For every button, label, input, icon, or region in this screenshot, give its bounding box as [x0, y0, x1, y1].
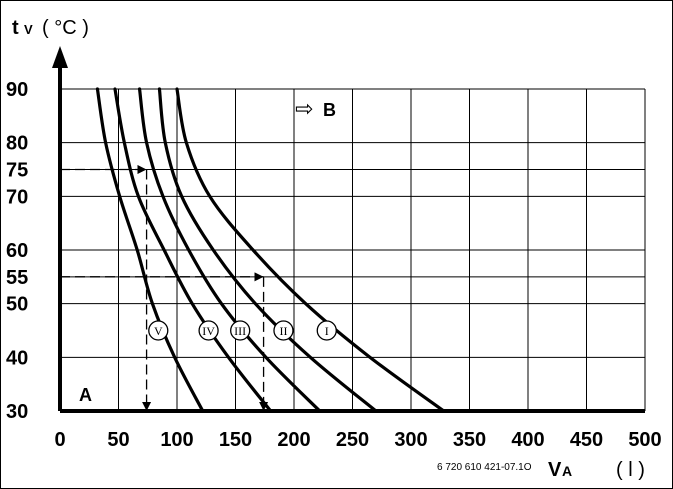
curve-label-III: III [234, 324, 246, 338]
x-tick-label-500: 500 [628, 429, 661, 451]
x-tick-label-50: 50 [107, 429, 129, 451]
curve-label-I: I [325, 324, 329, 338]
x-tick-label-100: 100 [160, 429, 193, 451]
x-tick-label-200: 200 [277, 429, 310, 451]
x-tick-label-300: 300 [394, 429, 427, 451]
x-axis-label: V [548, 459, 562, 481]
y-tick-label-30: 30 [6, 401, 28, 423]
x-axis-label-sub: A [562, 463, 572, 479]
y-axis-label-sub: V [24, 22, 33, 37]
y-axis-unit: ( °C ) [42, 17, 89, 39]
curve-I [175, 87, 446, 413]
x-tick-label-150: 150 [219, 429, 252, 451]
x-tick-label-400: 400 [511, 429, 544, 451]
axes [52, 46, 645, 413]
y-tick-label-55: 55 [6, 267, 28, 289]
y-tick-label-80: 80 [6, 133, 28, 155]
curve-IV [113, 87, 273, 413]
y-axis-label: t [12, 17, 19, 39]
y-tick-label-90: 90 [6, 79, 28, 101]
curve-label-circle-II [273, 320, 294, 341]
x-axis-unit: ( l ) [616, 459, 645, 481]
x-tick-label-350: 350 [453, 429, 486, 451]
region-a-label: A [79, 385, 92, 405]
x-tick-label-250: 250 [336, 429, 369, 451]
reference-code: 6 720 610 421-07.1O [437, 462, 532, 473]
tick-labels: 30 40 50 55 60 70 75 80 90 0 50 100 150 200 250 300 350 4… [6, 79, 662, 451]
y-axis-arrow-icon [52, 46, 68, 68]
y-tick-label-40: 40 [6, 347, 28, 369]
x-tick-label-0: 0 [54, 429, 65, 451]
curve-V [95, 87, 205, 413]
y-tick-label-50: 50 [6, 294, 28, 316]
y-tick-label-75: 75 [6, 160, 28, 182]
curve-label-circle-III [230, 320, 251, 341]
curve-label-IV: IV [202, 324, 215, 338]
curve-II [157, 87, 378, 413]
curve-label-circle-IV [198, 320, 219, 341]
curve-label-V: V [154, 324, 163, 338]
curve-III [137, 87, 322, 413]
y-tick-label-60: 60 [6, 240, 28, 262]
curve-label-II: II [279, 324, 287, 338]
dashed-guides [60, 164, 269, 411]
curves [95, 87, 446, 413]
curve-label-circle-I [316, 320, 337, 341]
region-b-arrow-icon: ⇨ [295, 97, 313, 122]
y-tick-label-70: 70 [6, 186, 28, 208]
grid [60, 88, 646, 411]
curve-label-circle-V [148, 320, 169, 341]
x-tick-label-450: 450 [570, 429, 603, 451]
region-b-label: B [323, 100, 336, 120]
